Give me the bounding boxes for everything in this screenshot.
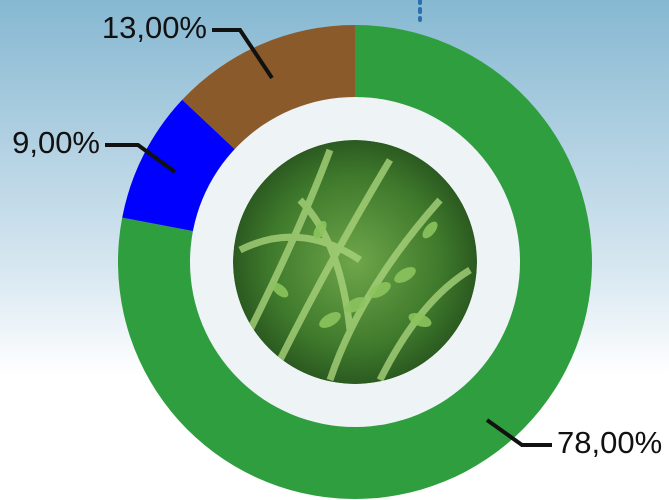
data-label: 9,00%: [12, 125, 100, 160]
leader-line: [105, 143, 177, 174]
leader-line: [485, 418, 552, 447]
data-label: 13,00%: [102, 10, 207, 45]
donut-slice: [182, 24, 355, 160]
leader-line: [212, 28, 274, 80]
center-photo: [233, 140, 477, 384]
data-label: 78,00%: [557, 425, 662, 460]
donut-slice: [117, 25, 592, 500]
